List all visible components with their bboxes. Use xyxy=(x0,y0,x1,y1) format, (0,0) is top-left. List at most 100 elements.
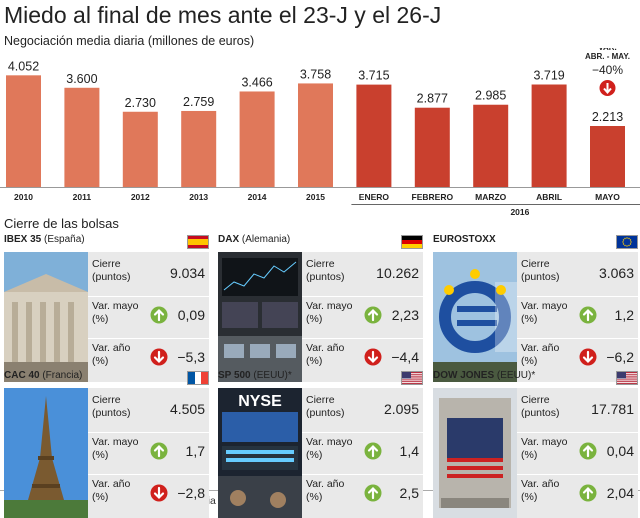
index-name: IBEX 35 xyxy=(4,234,42,245)
var-year-label: Var. año (%) xyxy=(92,478,131,503)
var-year-row: Var. año (%) −5,3 xyxy=(88,338,209,379)
market-photo xyxy=(433,252,517,382)
close-label: Cierre (puntos) xyxy=(521,394,560,419)
country-name: (EEUU)* xyxy=(494,370,536,381)
var-may-value: 1,7 xyxy=(185,443,205,459)
close-value: 17.781 xyxy=(591,401,634,417)
arrow-up-icon xyxy=(364,484,382,502)
market-panel: IBEX 35 (España) Cierre (puntos) 9.034 Var.… xyxy=(4,234,209,382)
var-may-value: 2,23 xyxy=(391,307,419,323)
annotation-label: ABR. - MAY. xyxy=(585,52,630,61)
market-header: EUROSTOXX xyxy=(433,234,638,250)
market-name: EUROSTOXX xyxy=(433,234,496,245)
chart-subtitle: Negociación media diaria (millones de eu… xyxy=(4,34,255,48)
market-stats: Cierre (puntos) 17.781 Var. mayo (%) 0,04 Va… xyxy=(517,388,638,518)
usa-flag xyxy=(616,371,638,385)
var-may-label: Var. mayo (%) xyxy=(92,300,139,325)
usa-flag xyxy=(401,371,423,385)
market-stats: Cierre (puntos) 2.095 Var. mayo (%) 1,4 Var.… xyxy=(302,388,423,518)
category-label: 2013 xyxy=(189,192,208,202)
bar-chart: 4.052 2010 3.600 2011 2.730 2012 2.759 2013 3.46… xyxy=(0,48,640,217)
value-label: 3.715 xyxy=(358,69,389,83)
var-may-row: Var. mayo (%) 1,7 xyxy=(88,432,209,473)
close-label: Cierre (puntos) xyxy=(92,258,131,283)
country-name: (España) xyxy=(41,234,85,245)
var-may-label: Var. mayo (%) xyxy=(306,436,353,461)
close-label: Cierre (puntos) xyxy=(92,394,131,419)
arrow-up-icon xyxy=(364,442,382,460)
close-row: Cierre (puntos) 9.034 xyxy=(88,255,209,295)
market-header: DOW JONES (EEUU)* xyxy=(433,370,638,386)
var-year-row: Var. año (%) −4,4 xyxy=(302,338,423,379)
bar-febrero xyxy=(414,107,450,187)
close-row: Cierre (puntos) 4.505 xyxy=(88,391,209,431)
annotation-value: −40% xyxy=(592,63,623,77)
category-label: 2014 xyxy=(248,192,267,202)
category-label: ABRIL xyxy=(536,192,562,202)
var-year-value: −5,3 xyxy=(177,349,205,365)
market-photo xyxy=(4,252,88,382)
category-label: 2010 xyxy=(14,192,33,202)
market-header: DAX (Alemania) xyxy=(218,234,423,250)
var-year-row: Var. año (%) −2,8 xyxy=(88,474,209,515)
var-may-row: Var. mayo (%) 2,23 xyxy=(302,296,423,337)
var-may-value: 1,4 xyxy=(399,443,419,459)
index-name: DAX xyxy=(218,234,240,245)
market-stats: Cierre (puntos) 3.063 Var. mayo (%) 1,2 Var.… xyxy=(517,252,638,382)
market-panel: DOW JONES (EEUU)* Cierre (puntos) 17.781 Va… xyxy=(433,370,638,518)
market-name: IBEX 35 (España) xyxy=(4,234,85,245)
arrow-down-icon xyxy=(599,80,616,96)
market-stats: Cierre (puntos) 10.262 Var. mayo (%) 2,23 Va… xyxy=(302,252,423,382)
arrow-up-icon xyxy=(579,306,597,324)
value-label: 3.600 xyxy=(66,72,97,86)
market-photo: NYSE xyxy=(218,388,302,518)
market-name: DOW JONES (EEUU)* xyxy=(433,370,535,381)
market-panel: DAX (Alemania) Cierre (puntos) 10.262 Var. … xyxy=(218,234,423,382)
market-header: CAC 40 (Francia) xyxy=(4,370,209,386)
market-stats: Cierre (puntos) 4.505 Var. mayo (%) 1,7 Var.… xyxy=(88,388,209,518)
category-label: FEBRERO xyxy=(412,192,454,202)
var-year-row: Var. año (%) 2,04 xyxy=(517,474,638,515)
var-may-value: 0,09 xyxy=(177,307,205,323)
category-label: 2012 xyxy=(131,192,150,202)
market-name: DAX (Alemania) xyxy=(218,234,290,245)
category-label: 2011 xyxy=(73,192,92,202)
close-row: Cierre (puntos) 17.781 xyxy=(517,391,638,431)
var-may-row: Var. mayo (%) 1,4 xyxy=(302,432,423,473)
index-name: EUROSTOXX xyxy=(433,234,496,245)
var-may-row: Var. mayo (%) 0,09 xyxy=(88,296,209,337)
close-label: Cierre (puntos) xyxy=(521,258,560,283)
france-flag xyxy=(187,371,209,385)
market-header: IBEX 35 (España) xyxy=(4,234,209,250)
arrow-down-icon xyxy=(364,348,382,366)
market-panel: CAC 40 (Francia) Cierre (puntos) 4.505 Var.… xyxy=(4,370,209,518)
arrow-up-icon xyxy=(579,442,597,460)
country-name: (Francia) xyxy=(39,370,83,381)
market-photo xyxy=(4,388,88,518)
index-name: CAC 40 xyxy=(4,370,40,381)
arrow-down-icon xyxy=(150,484,168,502)
close-value: 3.063 xyxy=(598,265,634,281)
annotation-label: VAR. xyxy=(598,48,617,52)
bar-2014 xyxy=(239,91,275,187)
market-stats: Cierre (puntos) 9.034 Var. mayo (%) 0,09 Var… xyxy=(88,252,209,382)
close-value: 4.505 xyxy=(169,401,205,417)
spain-flag xyxy=(187,235,209,249)
germany-flag xyxy=(401,235,423,249)
market-photo xyxy=(433,388,517,518)
var-year-value: −2,8 xyxy=(177,485,205,501)
var-year-label: Var. año (%) xyxy=(306,342,345,367)
value-label: 3.758 xyxy=(300,67,331,81)
var-year-label: Var. año (%) xyxy=(92,342,131,367)
var-year-label: Var. año (%) xyxy=(521,478,560,503)
bar-2010 xyxy=(6,75,41,187)
var-year-row: Var. año (%) −6,2 xyxy=(517,338,638,379)
value-label: 2.213 xyxy=(592,110,623,124)
close-value: 9.034 xyxy=(169,265,205,281)
close-row: Cierre (puntos) 3.063 xyxy=(517,255,638,295)
value-label: 3.719 xyxy=(533,69,564,83)
var-year-row: Var. año (%) 2,5 xyxy=(302,474,423,515)
var-may-label: Var. mayo (%) xyxy=(306,300,353,325)
close-label: Cierre (puntos) xyxy=(306,394,345,419)
market-header: SP 500 (EEUU)* xyxy=(218,370,423,386)
